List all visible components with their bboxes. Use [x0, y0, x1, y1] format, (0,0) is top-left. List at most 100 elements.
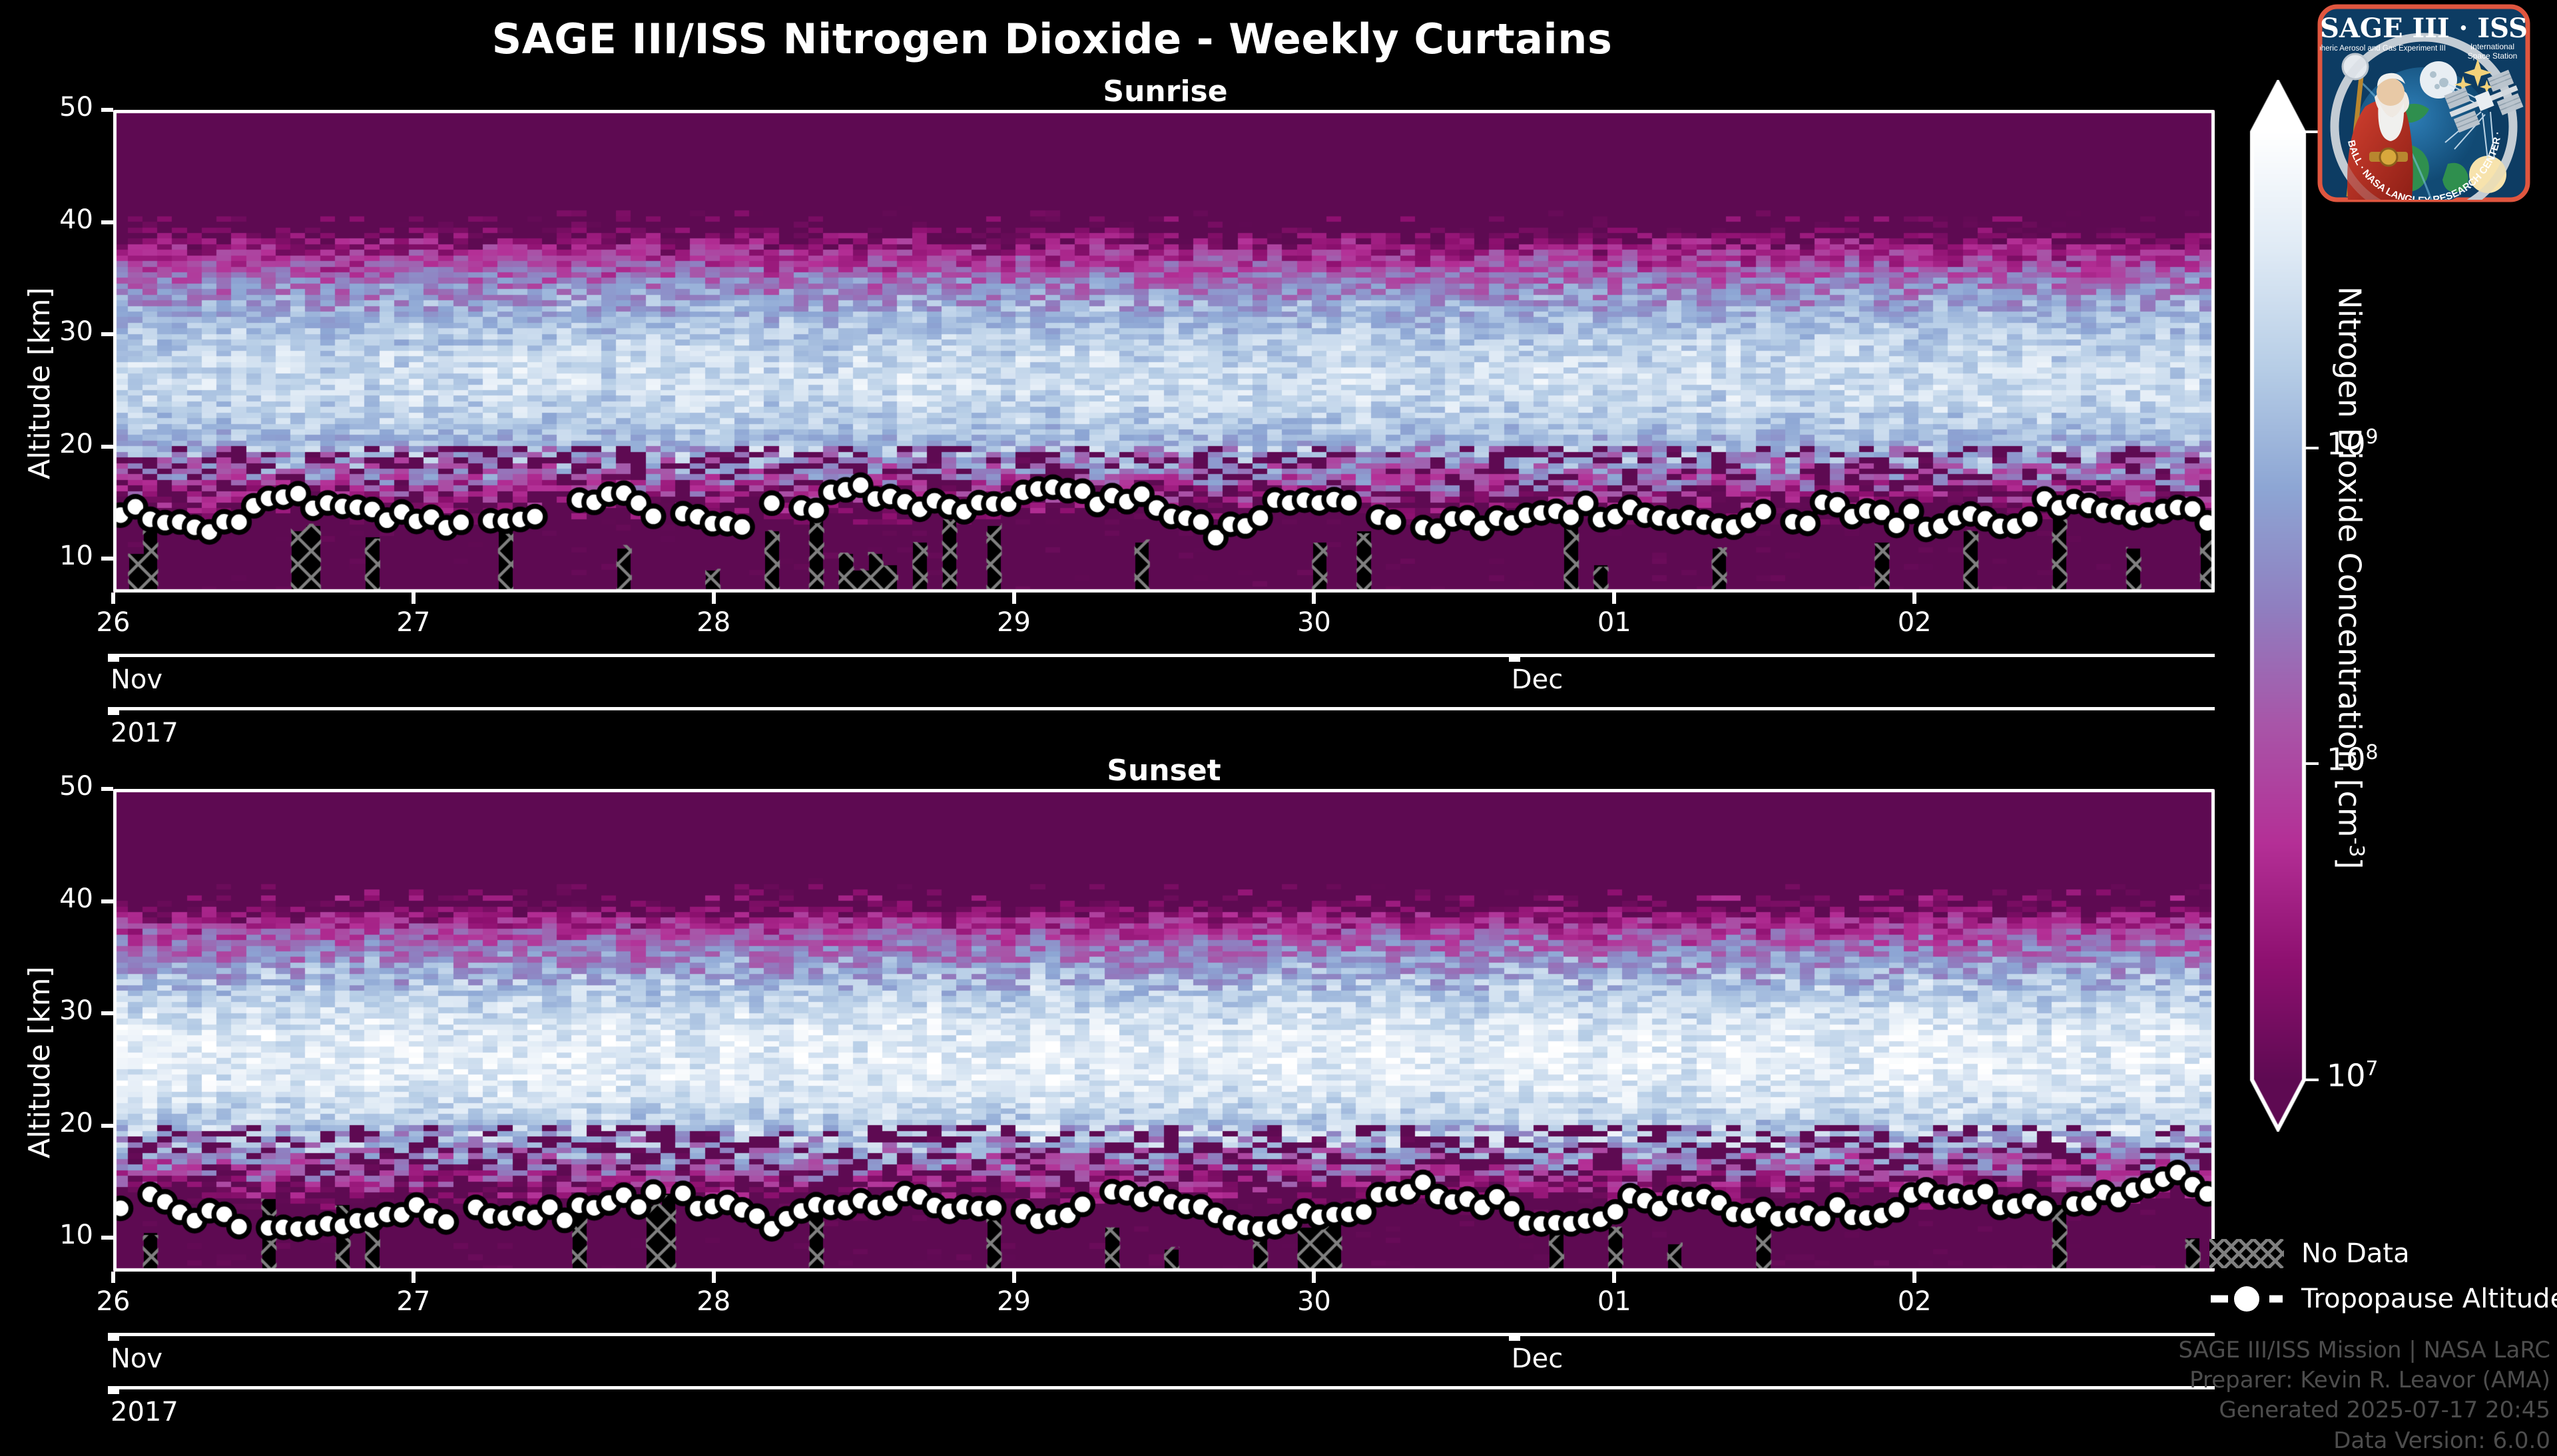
year-label: 2017: [111, 1397, 178, 1427]
x-tick-mark: [1912, 593, 1917, 604]
x-tick-label: 29: [997, 607, 1031, 638]
x-tick-label: 30: [1296, 1286, 1331, 1317]
footer-line-preparer: Preparer: Kevin R. Leavor (AMA): [2189, 1367, 2550, 1394]
panel-title-sunrise: Sunrise: [1103, 75, 1228, 109]
logo-figure: [2341, 53, 2413, 200]
colorbar-tick-mark: [2304, 446, 2319, 449]
panel-title-sunset: Sunset: [1107, 754, 1221, 788]
legend-label-no-data: No Data: [2301, 1238, 2410, 1269]
colorbar-title: Nitrogen Dioxide Concentration [cm-3]: [2332, 286, 2557, 869]
x-tick-mark: [1912, 1272, 1917, 1283]
legend: No Data Tropopause Altitude: [2209, 1238, 2557, 1314]
x-tick-mark: [1011, 1272, 1016, 1283]
month-axis-line-sunset: [113, 1333, 2215, 1336]
y-tick-mark: [101, 332, 113, 337]
x-tick-label: 29: [997, 1286, 1031, 1317]
y-tick-mark: [101, 444, 113, 449]
y-tick-mark: [101, 1011, 113, 1016]
y-tick-label: 50: [59, 771, 93, 802]
page-title: SAGE III/ISS Nitrogen Dioxide - Weekly C…: [491, 15, 1613, 63]
heatmap-sunset: [113, 789, 2215, 1272]
month-label: Nov: [111, 664, 163, 695]
heatmap-sunrise: [113, 110, 2215, 593]
x-tick-label: 02: [1897, 1286, 1932, 1317]
legend-item-no-data: No Data: [2209, 1238, 2557, 1269]
x-tick-label: 28: [697, 1286, 731, 1317]
month-axis-line-sunrise: [113, 654, 2215, 657]
footer-line-generated: Generated 2025-07-17 20:45: [2219, 1397, 2550, 1424]
x-tick-mark: [111, 1272, 115, 1283]
x-tick-mark: [711, 1272, 716, 1283]
sage-iii-iss-logo: SAGE III · ISS Stratospheric Aerosol and…: [2291, 0, 2557, 206]
y-tick-label: 20: [59, 428, 93, 459]
x-tick-mark: [1011, 593, 1016, 604]
month-label: Nov: [111, 1343, 163, 1374]
colorbar-tick-label: 108: [2327, 741, 2379, 778]
y-tick-mark: [101, 1123, 113, 1128]
colorbar-title-tail: ]: [2331, 857, 2368, 869]
x-tick-label: 01: [1597, 607, 1631, 638]
colorbar-tick-mark: [2304, 130, 2319, 133]
month-label: Dec: [1511, 1343, 1563, 1374]
colorbar-tick-label: 107: [2327, 1057, 2379, 1094]
colorbar-tick-label: 109: [2327, 425, 2379, 461]
y-tick-label: 40: [59, 883, 93, 914]
year-tick-mark: [108, 707, 119, 715]
y-tick-mark: [101, 1236, 113, 1240]
x-tick-mark: [711, 593, 716, 604]
tropopause-line-marker-icon: [2211, 1286, 2283, 1312]
logo-title: SAGE III · ISS: [2320, 13, 2528, 44]
footer-line-version: Data Version: 6.0.0: [2333, 1427, 2550, 1454]
legend-item-tropopause: Tropopause Altitude: [2209, 1284, 2557, 1314]
x-tick-label: 01: [1597, 1286, 1631, 1317]
x-tick-mark: [411, 593, 416, 604]
y-tick-label: 50: [59, 92, 93, 122]
colorbar-tick-mark: [2304, 1079, 2319, 1081]
x-tick-label: 02: [1897, 607, 1932, 638]
year-axis-line-sunrise: [113, 707, 2215, 710]
x-tick-label: 26: [96, 1286, 131, 1317]
x-tick-mark: [1612, 593, 1617, 604]
y-tick-label: 10: [59, 1220, 93, 1251]
x-tick-label: 30: [1296, 607, 1331, 638]
month-tick-mark: [108, 654, 119, 662]
y-tick-label: 30: [59, 995, 93, 1027]
x-tick-mark: [1312, 1272, 1316, 1283]
x-tick-mark: [411, 1272, 416, 1283]
x-tick-mark: [1612, 1272, 1617, 1283]
y-tick-mark: [101, 787, 113, 791]
x-tick-mark: [1312, 593, 1316, 604]
month-tick-mark: [1508, 1333, 1520, 1341]
footer-line-mission: SAGE III/ISS Mission | NASA LaRC: [2178, 1337, 2550, 1363]
y-tick-label: 20: [59, 1107, 93, 1138]
x-tick-label: 28: [697, 607, 731, 638]
year-label: 2017: [111, 718, 178, 748]
x-tick-mark: [111, 593, 115, 604]
y-tick-mark: [101, 108, 113, 112]
colorbar: 1010109108107: [2243, 80, 2391, 1132]
colorbar-gradient: [2243, 80, 2323, 1132]
y-tick-mark: [101, 899, 113, 903]
month-tick-mark: [108, 1333, 119, 1341]
logo-subtitle-right-2: Space Station: [2468, 51, 2518, 61]
year-tick-mark: [108, 1386, 119, 1394]
month-tick-mark: [1508, 654, 1520, 662]
colorbar-title-text: Nitrogen Dioxide Concentration [cm: [2331, 286, 2368, 838]
legend-label-tropopause: Tropopause Altitude: [2301, 1284, 2557, 1314]
no-data-hatch-icon: [2209, 1239, 2284, 1268]
footer-credits: SAGE III/ISS Mission | NASA LaRC Prepare…: [2178, 1335, 2550, 1456]
colorbar-title-exponent: -3: [2345, 837, 2368, 857]
logo-subtitle-right-1: International: [2470, 42, 2514, 51]
x-tick-label: 27: [396, 607, 431, 638]
logo-iss: [2444, 69, 2524, 133]
y-tick-label: 40: [59, 204, 93, 235]
x-tick-label: 26: [96, 607, 131, 638]
logo-subtitle-left: Stratospheric Aerosol and Gas Experiment…: [2293, 45, 2446, 53]
year-axis-line-sunset: [113, 1386, 2215, 1389]
y-tick-label: 30: [59, 316, 93, 348]
month-label: Dec: [1511, 664, 1563, 695]
colorbar-tick-mark: [2304, 762, 2319, 766]
y-tick-mark: [101, 557, 113, 561]
x-tick-label: 27: [396, 1286, 431, 1317]
y-tick-mark: [101, 220, 113, 224]
